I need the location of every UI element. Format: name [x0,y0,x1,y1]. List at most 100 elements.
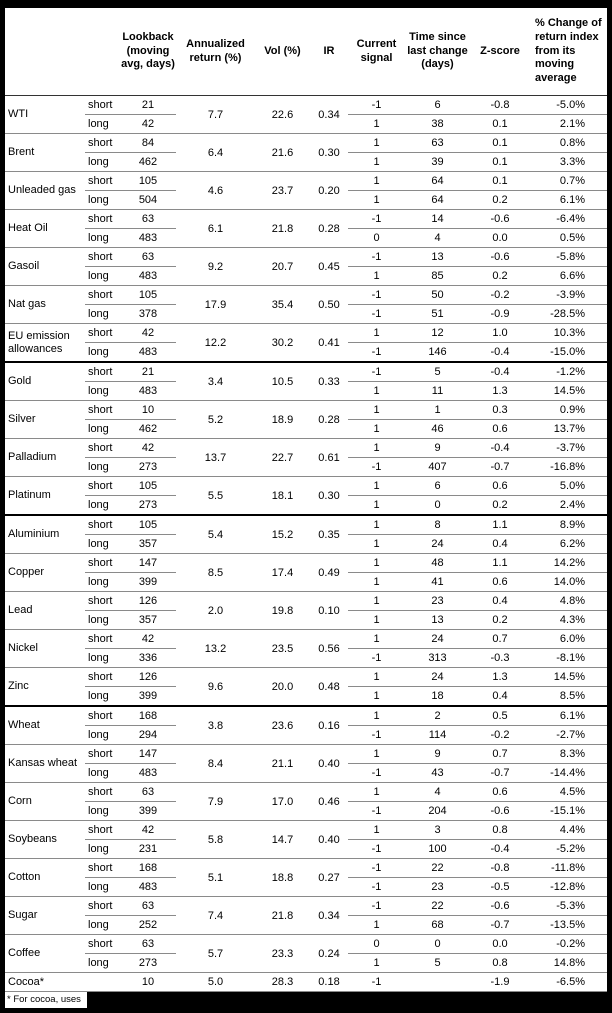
current-signal-cell: 1 [348,744,405,764]
time-since-change-cell: 64 [405,190,470,210]
pct-change-cell: -5.2% [530,839,607,859]
commodity-row: Wheat short 168 3.8 23.6 0.16 1 2 0.5 6.1% [5,706,607,745]
time-since-change-cell: 12 [405,323,470,343]
commodity-row: long 378 -1 51 -0.9 -28.5% [5,304,607,324]
time-since-change-cell: 24 [405,534,470,554]
z-score-cell: 0.0 [470,228,530,248]
z-score-cell: -0.4 [470,342,530,363]
time-since-change-cell: 23 [405,877,470,897]
commodity-row: long 294 -1 114 -0.2 -2.7% [5,725,607,745]
commodity-name: Kansas wheat [5,744,85,783]
time-since-change-cell: 11 [405,381,470,401]
ir-cell: 0.35 [310,515,348,554]
z-score-cell: 1.0 [470,323,530,343]
ir-cell: 0.30 [310,476,348,516]
ir-cell: 0.20 [310,171,348,210]
pct-change-cell: -16.8% [530,457,607,477]
ir-cell: 0.34 [310,95,348,134]
vol-cell: 23.6 [255,706,310,745]
z-score-cell: 0.1 [470,114,530,134]
time-since-change-cell: 5 [405,362,470,382]
annualized-return-cell: 12.2 [176,323,255,363]
current-signal-cell: 1 [348,686,405,707]
pct-change-cell: 10.3% [530,323,607,343]
footnote: * For cocoa, uses [5,992,87,1008]
time-since-change-cell: 43 [405,763,470,783]
z-score-cell: -0.2 [470,725,530,745]
annualized-return-cell: 9.6 [176,667,255,707]
lookback-cell: 42 [120,820,176,840]
annualized-return-cell: 5.5 [176,476,255,516]
time-since-change-cell: 22 [405,896,470,916]
time-since-change-cell: 4 [405,228,470,248]
lookback-cell: 378 [120,304,176,324]
annualized-return-cell: 8.5 [176,553,255,592]
z-score-cell: 1.1 [470,515,530,535]
term-cell: long [85,457,120,477]
lookback-cell: 63 [120,209,176,229]
commodity-row: Unleaded gas short 105 4.6 23.7 0.20 1 64 0.1 0.7… [5,171,607,210]
commodity-row: Nat gas short 105 17.9 35.4 0.50 -1 50 -0.2 -3.9% [5,285,607,324]
current-signal-cell: -1 [348,972,405,992]
current-signal-cell: -1 [348,209,405,229]
ir-cell: 0.61 [310,438,348,477]
commodity-row: Sugar short 63 7.4 21.8 0.34 -1 22 -0.6 -5.3% [5,896,607,935]
time-since-change-cell: 204 [405,801,470,821]
z-score-cell: 0.4 [470,686,530,707]
ir-cell: 0.33 [310,362,348,401]
time-since-change-cell: 3 [405,820,470,840]
lookback-cell: 126 [120,667,176,687]
vol-cell: 18.9 [255,400,310,439]
term-cell: short [85,782,120,802]
term-cell: long [85,648,120,668]
commodity-name: Gasoil [5,247,85,286]
term-cell: short [85,820,120,840]
term-cell: long [85,915,120,935]
commodity-row: long 483 1 85 0.2 6.6% [5,266,607,286]
z-score-cell: -0.6 [470,801,530,821]
header-z-score: Z-score [470,8,530,96]
commodity-row: long 252 1 68 -0.7 -13.5% [5,915,607,935]
current-signal-cell: -1 [348,725,405,745]
pct-change-cell: 14.5% [530,381,607,401]
time-since-change-cell: 48 [405,553,470,573]
commodity-name: Silver [5,400,85,439]
lookback-cell: 84 [120,133,176,153]
lookback-cell: 273 [120,953,176,973]
commodity-name: Heat Oil [5,209,85,248]
commodity-row: Nickel short 42 13.2 23.5 0.56 1 24 0.7 6.0% [5,629,607,668]
ir-cell: 0.34 [310,896,348,935]
term-cell: short [85,362,120,382]
commodity-name: Sugar [5,896,85,935]
annualized-return-cell: 5.1 [176,858,255,897]
pct-change-cell: 8.5% [530,686,607,707]
pct-change-cell: 4.3% [530,610,607,630]
current-signal-cell: 1 [348,667,405,687]
ir-cell: 0.30 [310,133,348,172]
pct-change-cell: 14.0% [530,572,607,592]
current-signal-cell: 1 [348,706,405,726]
lookback-cell: 42 [120,629,176,649]
time-since-change-cell: 0 [405,495,470,516]
term-cell: short [85,247,120,267]
pct-change-cell: 4.8% [530,591,607,611]
time-since-change-cell: 407 [405,457,470,477]
term-cell: short [85,896,120,916]
vol-cell: 23.7 [255,171,310,210]
term-cell: long [85,686,120,707]
term-cell: long [85,725,120,745]
z-score-cell: 0.3 [470,400,530,420]
commodity-name: Nickel [5,629,85,668]
commodity-name: Zinc [5,667,85,707]
pct-change-cell: 6.6% [530,266,607,286]
z-score-cell: -0.4 [470,438,530,458]
commodity-row: Copper short 147 8.5 17.4 0.49 1 48 1.1 14.2% [5,553,607,592]
term-cell: long [85,266,120,286]
ir-cell: 0.28 [310,400,348,439]
annualized-return-cell: 13.2 [176,629,255,668]
time-since-change-cell: 85 [405,266,470,286]
commodity-row: EU emission allowances short 42 12.2 30.2 0.4… [5,323,607,363]
commodity-row: long 42 1 38 0.1 2.1% [5,114,607,134]
time-since-change-cell: 24 [405,667,470,687]
time-since-change-cell: 1 [405,400,470,420]
